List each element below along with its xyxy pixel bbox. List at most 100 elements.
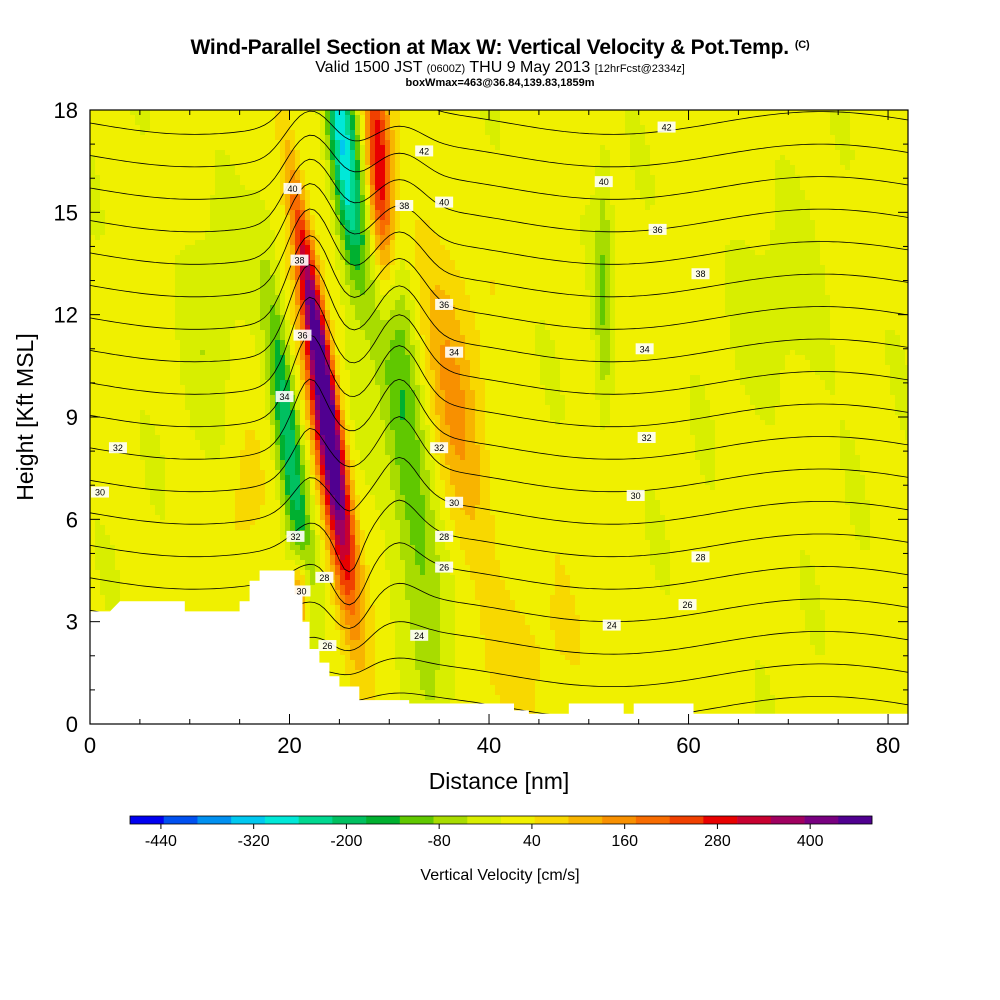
w-cell [230, 335, 236, 341]
w-cell [275, 470, 281, 476]
w-cell [100, 300, 106, 306]
w-cell [190, 595, 196, 601]
w-cell [95, 130, 101, 136]
w-cell [120, 155, 126, 161]
w-cell [90, 110, 96, 116]
w-cell [235, 305, 241, 311]
w-cell [195, 445, 201, 451]
w-cell [240, 590, 246, 596]
w-cell [185, 210, 191, 216]
w-cell [140, 140, 146, 146]
w-cell [230, 345, 236, 351]
w-cell [220, 450, 226, 456]
w-cell [185, 120, 191, 126]
w-cell [160, 395, 166, 401]
w-cell [255, 540, 261, 546]
w-cell [290, 345, 296, 351]
w-cell [215, 430, 221, 436]
w-cell [90, 590, 96, 596]
w-cell [200, 555, 206, 561]
w-cell [255, 470, 261, 476]
w-cell [150, 445, 156, 451]
w-cell [210, 570, 216, 576]
w-cell [145, 500, 151, 506]
w-cell [120, 325, 126, 331]
w-cell [150, 500, 156, 506]
w-cell [235, 245, 241, 251]
w-cell [255, 500, 261, 506]
w-cell [145, 205, 151, 211]
w-cell [210, 450, 216, 456]
w-cell [255, 205, 261, 211]
w-cell [275, 300, 281, 306]
w-cell [210, 510, 216, 516]
w-cell [95, 460, 101, 466]
w-cell [260, 225, 266, 231]
w-cell [280, 255, 286, 261]
w-cell [145, 245, 151, 251]
w-cell [190, 490, 196, 496]
w-cell [165, 115, 171, 121]
w-cell [195, 340, 201, 346]
w-cell [190, 330, 196, 336]
w-cell [290, 210, 296, 216]
w-cell [235, 570, 241, 576]
w-cell [180, 375, 186, 381]
w-cell [185, 165, 191, 171]
w-cell [265, 330, 271, 336]
w-cell [105, 360, 111, 366]
w-cell [215, 155, 221, 161]
w-cell [270, 560, 276, 566]
w-cell [130, 170, 136, 176]
w-cell [190, 305, 196, 311]
w-cell [110, 110, 116, 116]
w-cell [105, 235, 111, 241]
w-cell [225, 230, 231, 236]
w-cell [280, 245, 286, 251]
w-cell [210, 230, 216, 236]
w-cell [265, 210, 271, 216]
w-cell [150, 150, 156, 156]
w-cell [280, 345, 286, 351]
w-cell [180, 210, 186, 216]
w-cell [275, 175, 281, 181]
w-cell [130, 410, 136, 416]
w-cell [140, 195, 146, 201]
w-cell [90, 135, 96, 141]
w-cell [285, 400, 291, 406]
w-cell [170, 445, 176, 451]
w-cell [105, 380, 111, 386]
w-cell [245, 125, 251, 131]
w-cell [230, 205, 236, 211]
w-cell [265, 310, 271, 316]
w-cell [260, 505, 266, 511]
w-cell [145, 400, 151, 406]
w-cell [145, 120, 151, 126]
w-cell [265, 345, 271, 351]
w-cell [210, 560, 216, 566]
w-cell [260, 400, 266, 406]
w-cell [150, 235, 156, 241]
w-cell [270, 355, 276, 361]
w-cell [120, 585, 126, 591]
w-cell [155, 440, 161, 446]
w-cell [145, 225, 151, 231]
w-cell [250, 175, 256, 181]
w-cell [160, 415, 166, 421]
w-cell [230, 220, 236, 226]
w-cell [210, 340, 216, 346]
w-cell [275, 315, 281, 321]
w-cell [285, 130, 291, 136]
w-cell [180, 215, 186, 221]
w-cell [165, 150, 171, 156]
w-cell [170, 510, 176, 516]
w-cell [205, 240, 211, 246]
w-cell [90, 600, 96, 606]
w-cell [245, 200, 251, 206]
w-cell [175, 300, 181, 306]
w-cell [275, 355, 281, 361]
w-cell [190, 160, 196, 166]
w-cell [255, 575, 261, 581]
w-cell [225, 110, 231, 116]
w-cell [205, 525, 211, 531]
